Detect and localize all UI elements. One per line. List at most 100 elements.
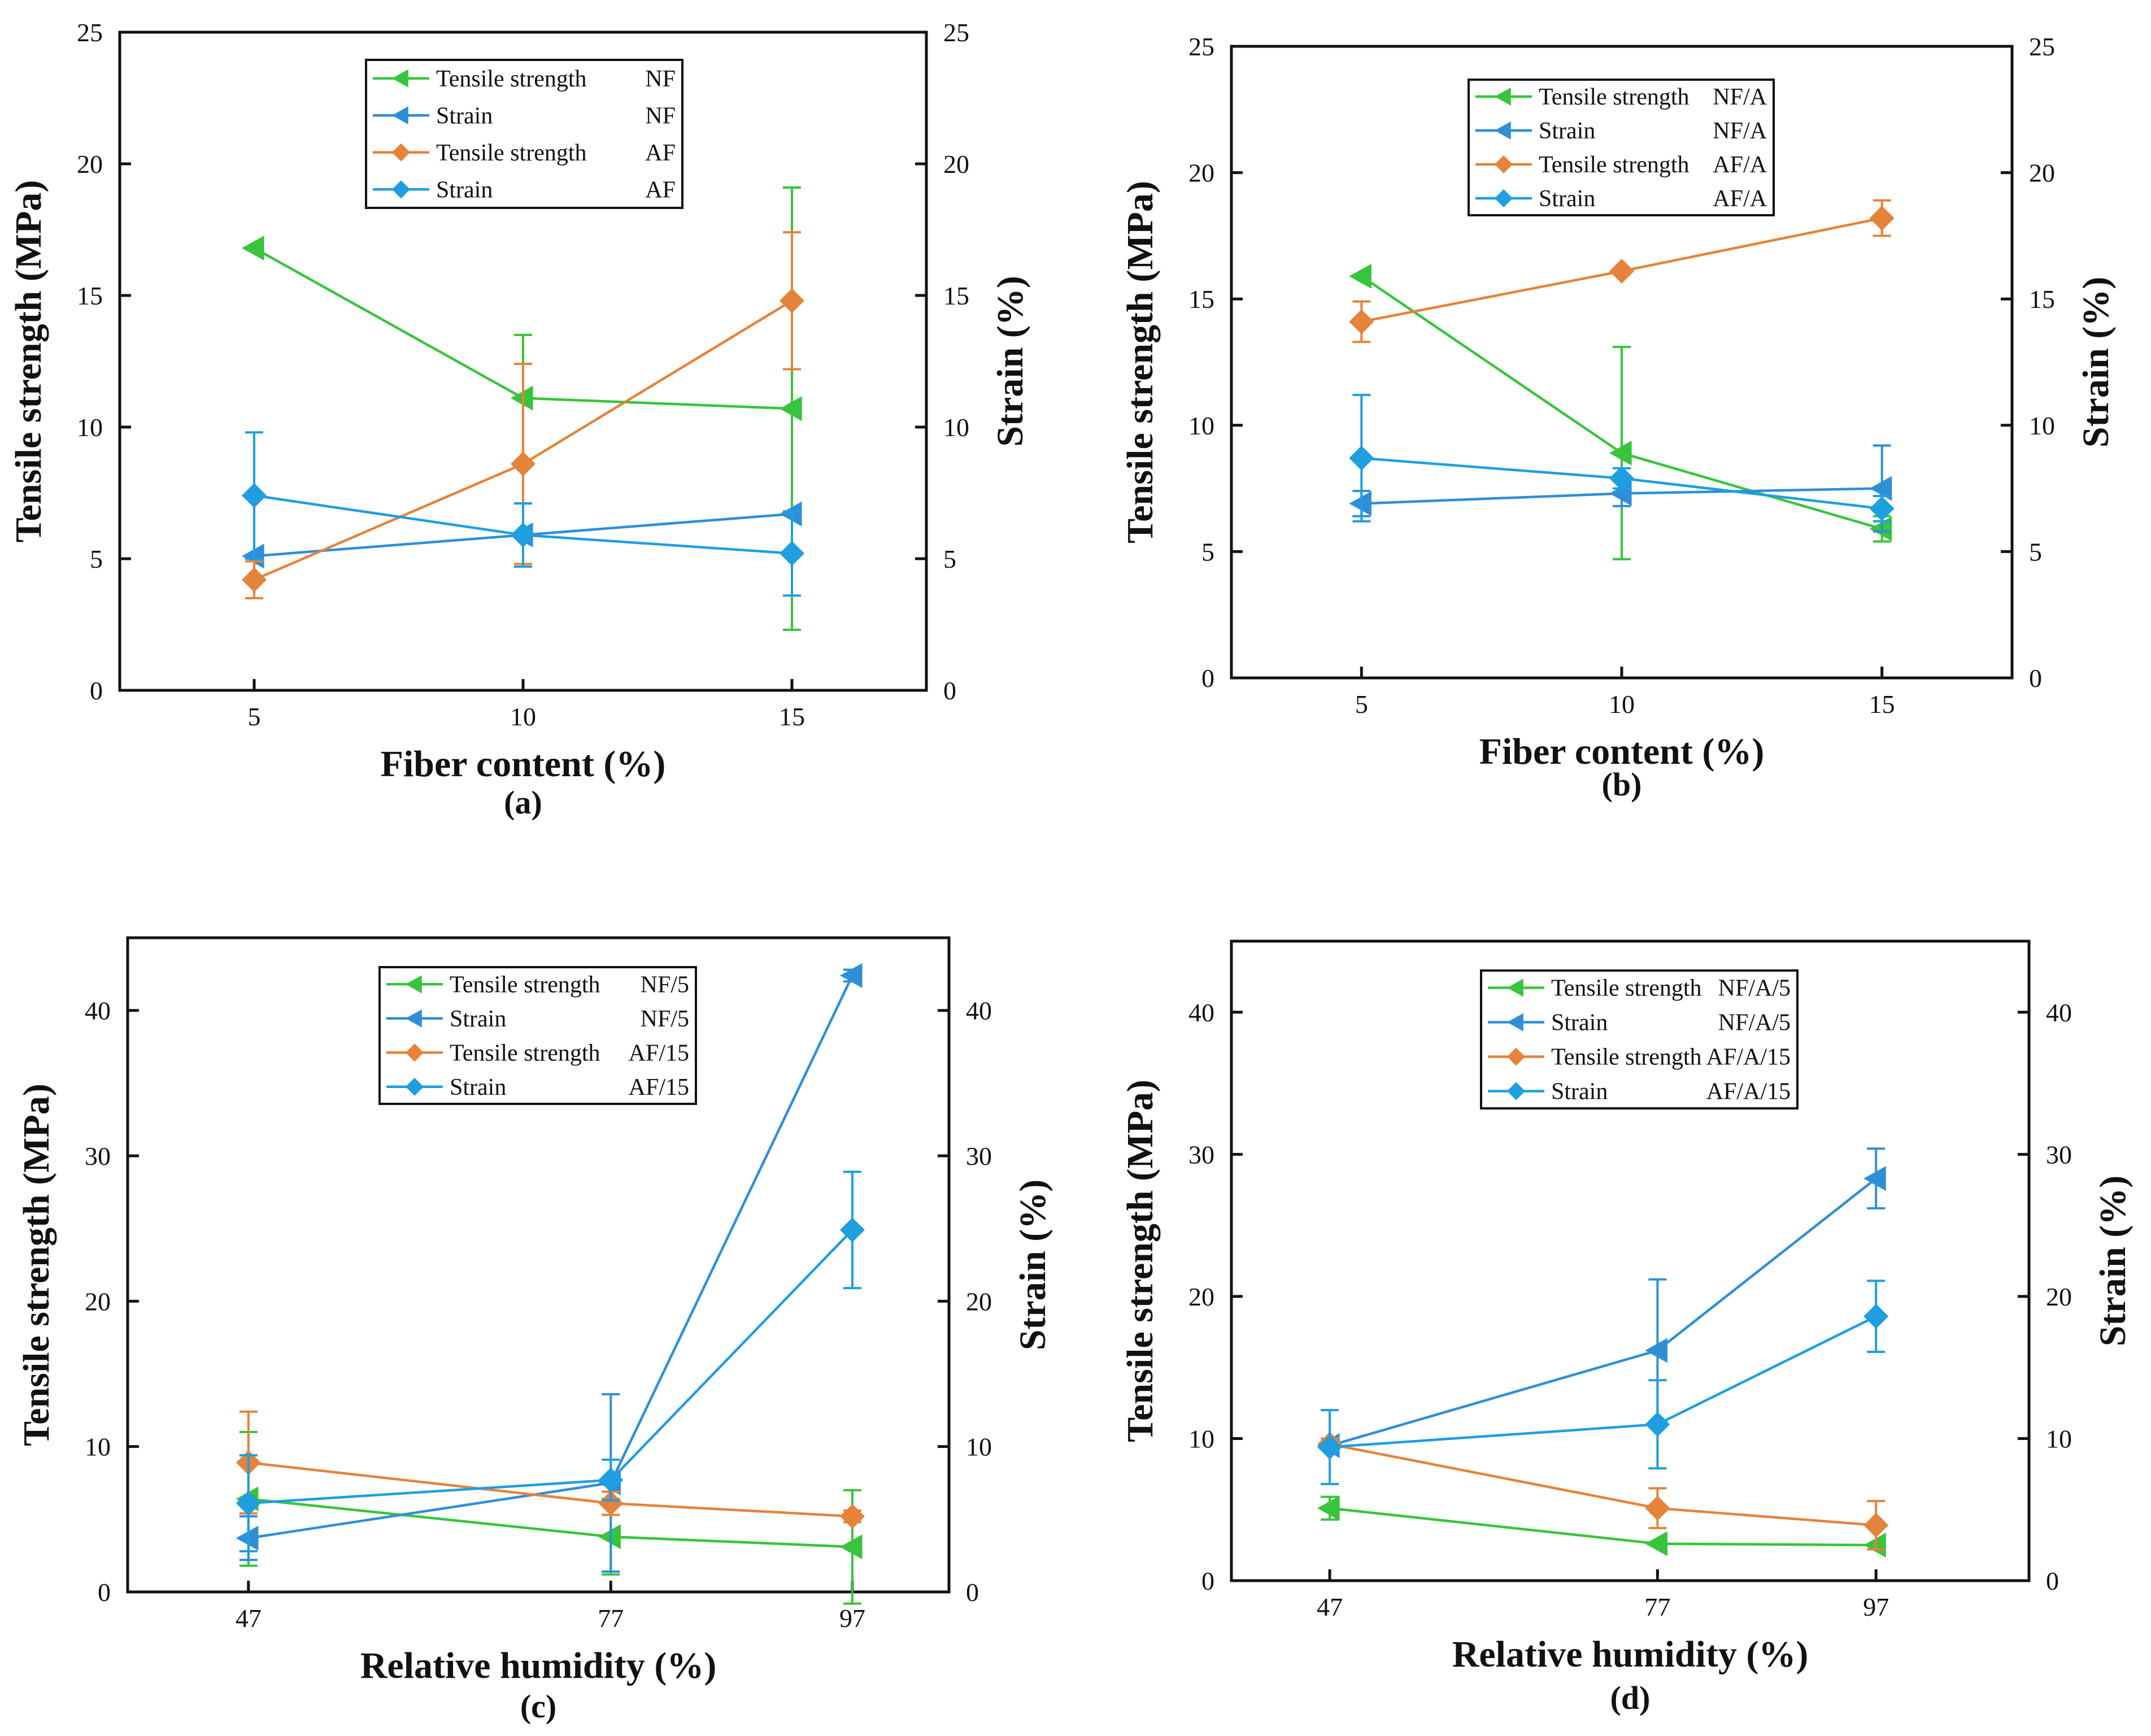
chart-panel-a: 0 0 5 5 10 10 15 15 20 20 25 25 5 10 15 Fiber content (… bbox=[8, 18, 1031, 821]
x-tick-label: 10 bbox=[510, 702, 536, 731]
legend-item: Tensile strength AF/A/15 bbox=[1488, 1045, 1791, 1071]
x-tick-label: 97 bbox=[1863, 1593, 1889, 1621]
series-tensile-strength-nf-a bbox=[1349, 263, 1892, 560]
legend-swatch-diamond bbox=[406, 1043, 424, 1062]
legend-label: Strain bbox=[1539, 186, 1595, 212]
legend-label: Tensile strength bbox=[1551, 976, 1702, 1002]
left-y-tick-label: 0 bbox=[1201, 664, 1214, 693]
legend-label: Strain bbox=[1551, 1079, 1608, 1105]
left-y-tick-label: 20 bbox=[77, 150, 103, 179]
legend-item: Tensile strength AF/A bbox=[1475, 152, 1767, 178]
series-strain-nf-a bbox=[1349, 444, 1892, 533]
left-y-tick-label: 40 bbox=[85, 997, 111, 1025]
right-y-tick-label: 40 bbox=[2046, 998, 2072, 1027]
x-tick-label: 47 bbox=[1317, 1593, 1343, 1621]
x-tick-label: 5 bbox=[1355, 690, 1368, 719]
legend-label-suffix: AF/A bbox=[1713, 152, 1767, 178]
data-point-diamond bbox=[1349, 445, 1374, 471]
series-tensile-strength-af-a-15 bbox=[1317, 1432, 1889, 1551]
right-y-tick-label: 20 bbox=[943, 150, 969, 179]
legend-item: Tensile strength AF/15 bbox=[386, 1040, 689, 1066]
series-tensile-strength-af bbox=[242, 231, 804, 599]
panel-caption: (d) bbox=[1610, 1680, 1651, 1716]
data-point-triangle bbox=[511, 385, 533, 411]
series-strain-nf-a-5 bbox=[1317, 1147, 1886, 1459]
data-point-diamond bbox=[1869, 206, 1895, 231]
right-y-tick-label: 10 bbox=[943, 413, 969, 442]
legend-item: Tensile strength NF/A bbox=[1475, 84, 1767, 110]
legend-label-suffix: AF/A/15 bbox=[1706, 1045, 1791, 1071]
legend-label: Strain bbox=[450, 1006, 506, 1032]
series-strain-af bbox=[242, 431, 804, 597]
data-point-diamond bbox=[1317, 1434, 1343, 1460]
left-y-tick-label: 10 bbox=[1188, 1424, 1214, 1453]
right-y-axis-title: Strain (%) bbox=[990, 276, 1031, 446]
data-point-diamond bbox=[1869, 496, 1895, 521]
right-y-tick-label: 25 bbox=[943, 18, 969, 47]
legend-item: Strain AF/15 bbox=[386, 1074, 689, 1100]
right-y-tick-label: 15 bbox=[2029, 285, 2055, 314]
x-axis-title: Fiber content (%) bbox=[381, 743, 666, 785]
data-point-diamond bbox=[242, 483, 267, 508]
left-y-tick-label: 0 bbox=[98, 1578, 111, 1607]
legend-label-suffix: NF bbox=[645, 66, 676, 92]
legend-label-suffix: NF/A bbox=[1713, 118, 1767, 144]
series-tensile-strength-nf-5 bbox=[236, 1430, 863, 1605]
x-tick-label: 47 bbox=[236, 1604, 262, 1633]
series-line bbox=[1329, 1315, 1877, 1448]
left-y-tick-label: 30 bbox=[1188, 1140, 1214, 1169]
left-y-tick-label: 40 bbox=[1188, 998, 1214, 1027]
right-y-tick-label: 40 bbox=[966, 997, 992, 1025]
legend-box bbox=[378, 966, 697, 1105]
right-y-tick-label: 20 bbox=[2046, 1282, 2072, 1311]
legend-label-suffix: NF/A/5 bbox=[1718, 976, 1791, 1002]
right-y-tick-label: 10 bbox=[2029, 411, 2055, 440]
legend-label-suffix: NF/5 bbox=[641, 1006, 689, 1032]
right-y-tick-label: 15 bbox=[943, 281, 969, 310]
legend-swatch-diamond bbox=[392, 180, 410, 199]
right-y-tick-label: 0 bbox=[2029, 664, 2042, 693]
legend-swatch-diamond bbox=[1507, 1082, 1525, 1100]
data-point-triangle bbox=[242, 543, 264, 569]
panel-caption: (c) bbox=[520, 1688, 556, 1725]
legend-label-suffix: AF/A/15 bbox=[1706, 1079, 1791, 1105]
legend-label: Strain bbox=[1539, 118, 1595, 144]
legend-item: Strain NF bbox=[373, 103, 676, 129]
right-y-tick-label: 0 bbox=[2046, 1567, 2059, 1595]
chart-panel-d: 0 0 10 10 20 20 30 30 40 40 47 77 97 Relative humidit… bbox=[1120, 939, 2133, 1716]
right-y-tick-label: 20 bbox=[2029, 159, 2055, 188]
left-y-tick-label: 10 bbox=[1188, 411, 1214, 440]
chart-panel-c: 0 0 10 10 20 20 30 30 40 40 47 77 97 Relative humidit… bbox=[16, 936, 1053, 1725]
right-y-tick-label: 30 bbox=[966, 1142, 992, 1171]
right-y-tick-label: 5 bbox=[943, 545, 956, 573]
left-y-axis-title: Tensile strength (MPa) bbox=[16, 1084, 57, 1446]
right-y-tick-label: 25 bbox=[2029, 32, 2055, 61]
data-point-triangle bbox=[1645, 1338, 1667, 1363]
legend-label-suffix: AF/A bbox=[1713, 186, 1767, 212]
series-line bbox=[1329, 1443, 1876, 1527]
left-y-tick-label: 5 bbox=[90, 545, 103, 573]
chart-panel-b: 0 0 5 5 10 10 15 15 20 20 25 25 5 10 15 Fiber content (… bbox=[1120, 32, 2117, 803]
legend: Tensile strength NF/A Strain NF/A Tensile st… bbox=[1468, 79, 1775, 216]
x-tick-label: 15 bbox=[1869, 690, 1895, 719]
legend-label: Strain bbox=[450, 1074, 506, 1100]
legend-label: Tensile strength bbox=[436, 66, 587, 92]
series-line bbox=[1329, 1507, 1876, 1547]
left-y-tick-label: 0 bbox=[90, 676, 103, 705]
legend-box bbox=[1480, 969, 1799, 1110]
data-point-triangle bbox=[839, 1534, 863, 1560]
left-y-axis-title: Tensile strength (MPa) bbox=[1120, 1080, 1161, 1442]
data-point-triangle bbox=[1317, 1495, 1340, 1521]
legend-label: Tensile strength bbox=[1539, 152, 1690, 178]
series-tensile-strength-af-15 bbox=[236, 1410, 865, 1529]
data-point-triangle bbox=[1869, 476, 1892, 501]
left-y-tick-label: 20 bbox=[85, 1287, 111, 1316]
legend-label: Strain bbox=[436, 103, 493, 129]
series-strain-af-a bbox=[1349, 394, 1895, 523]
data-point-diamond bbox=[780, 288, 804, 314]
data-point-diamond bbox=[242, 567, 267, 593]
left-y-tick-label: 10 bbox=[77, 413, 103, 442]
x-tick-label: 15 bbox=[779, 702, 805, 731]
x-tick-label: 5 bbox=[248, 702, 261, 731]
